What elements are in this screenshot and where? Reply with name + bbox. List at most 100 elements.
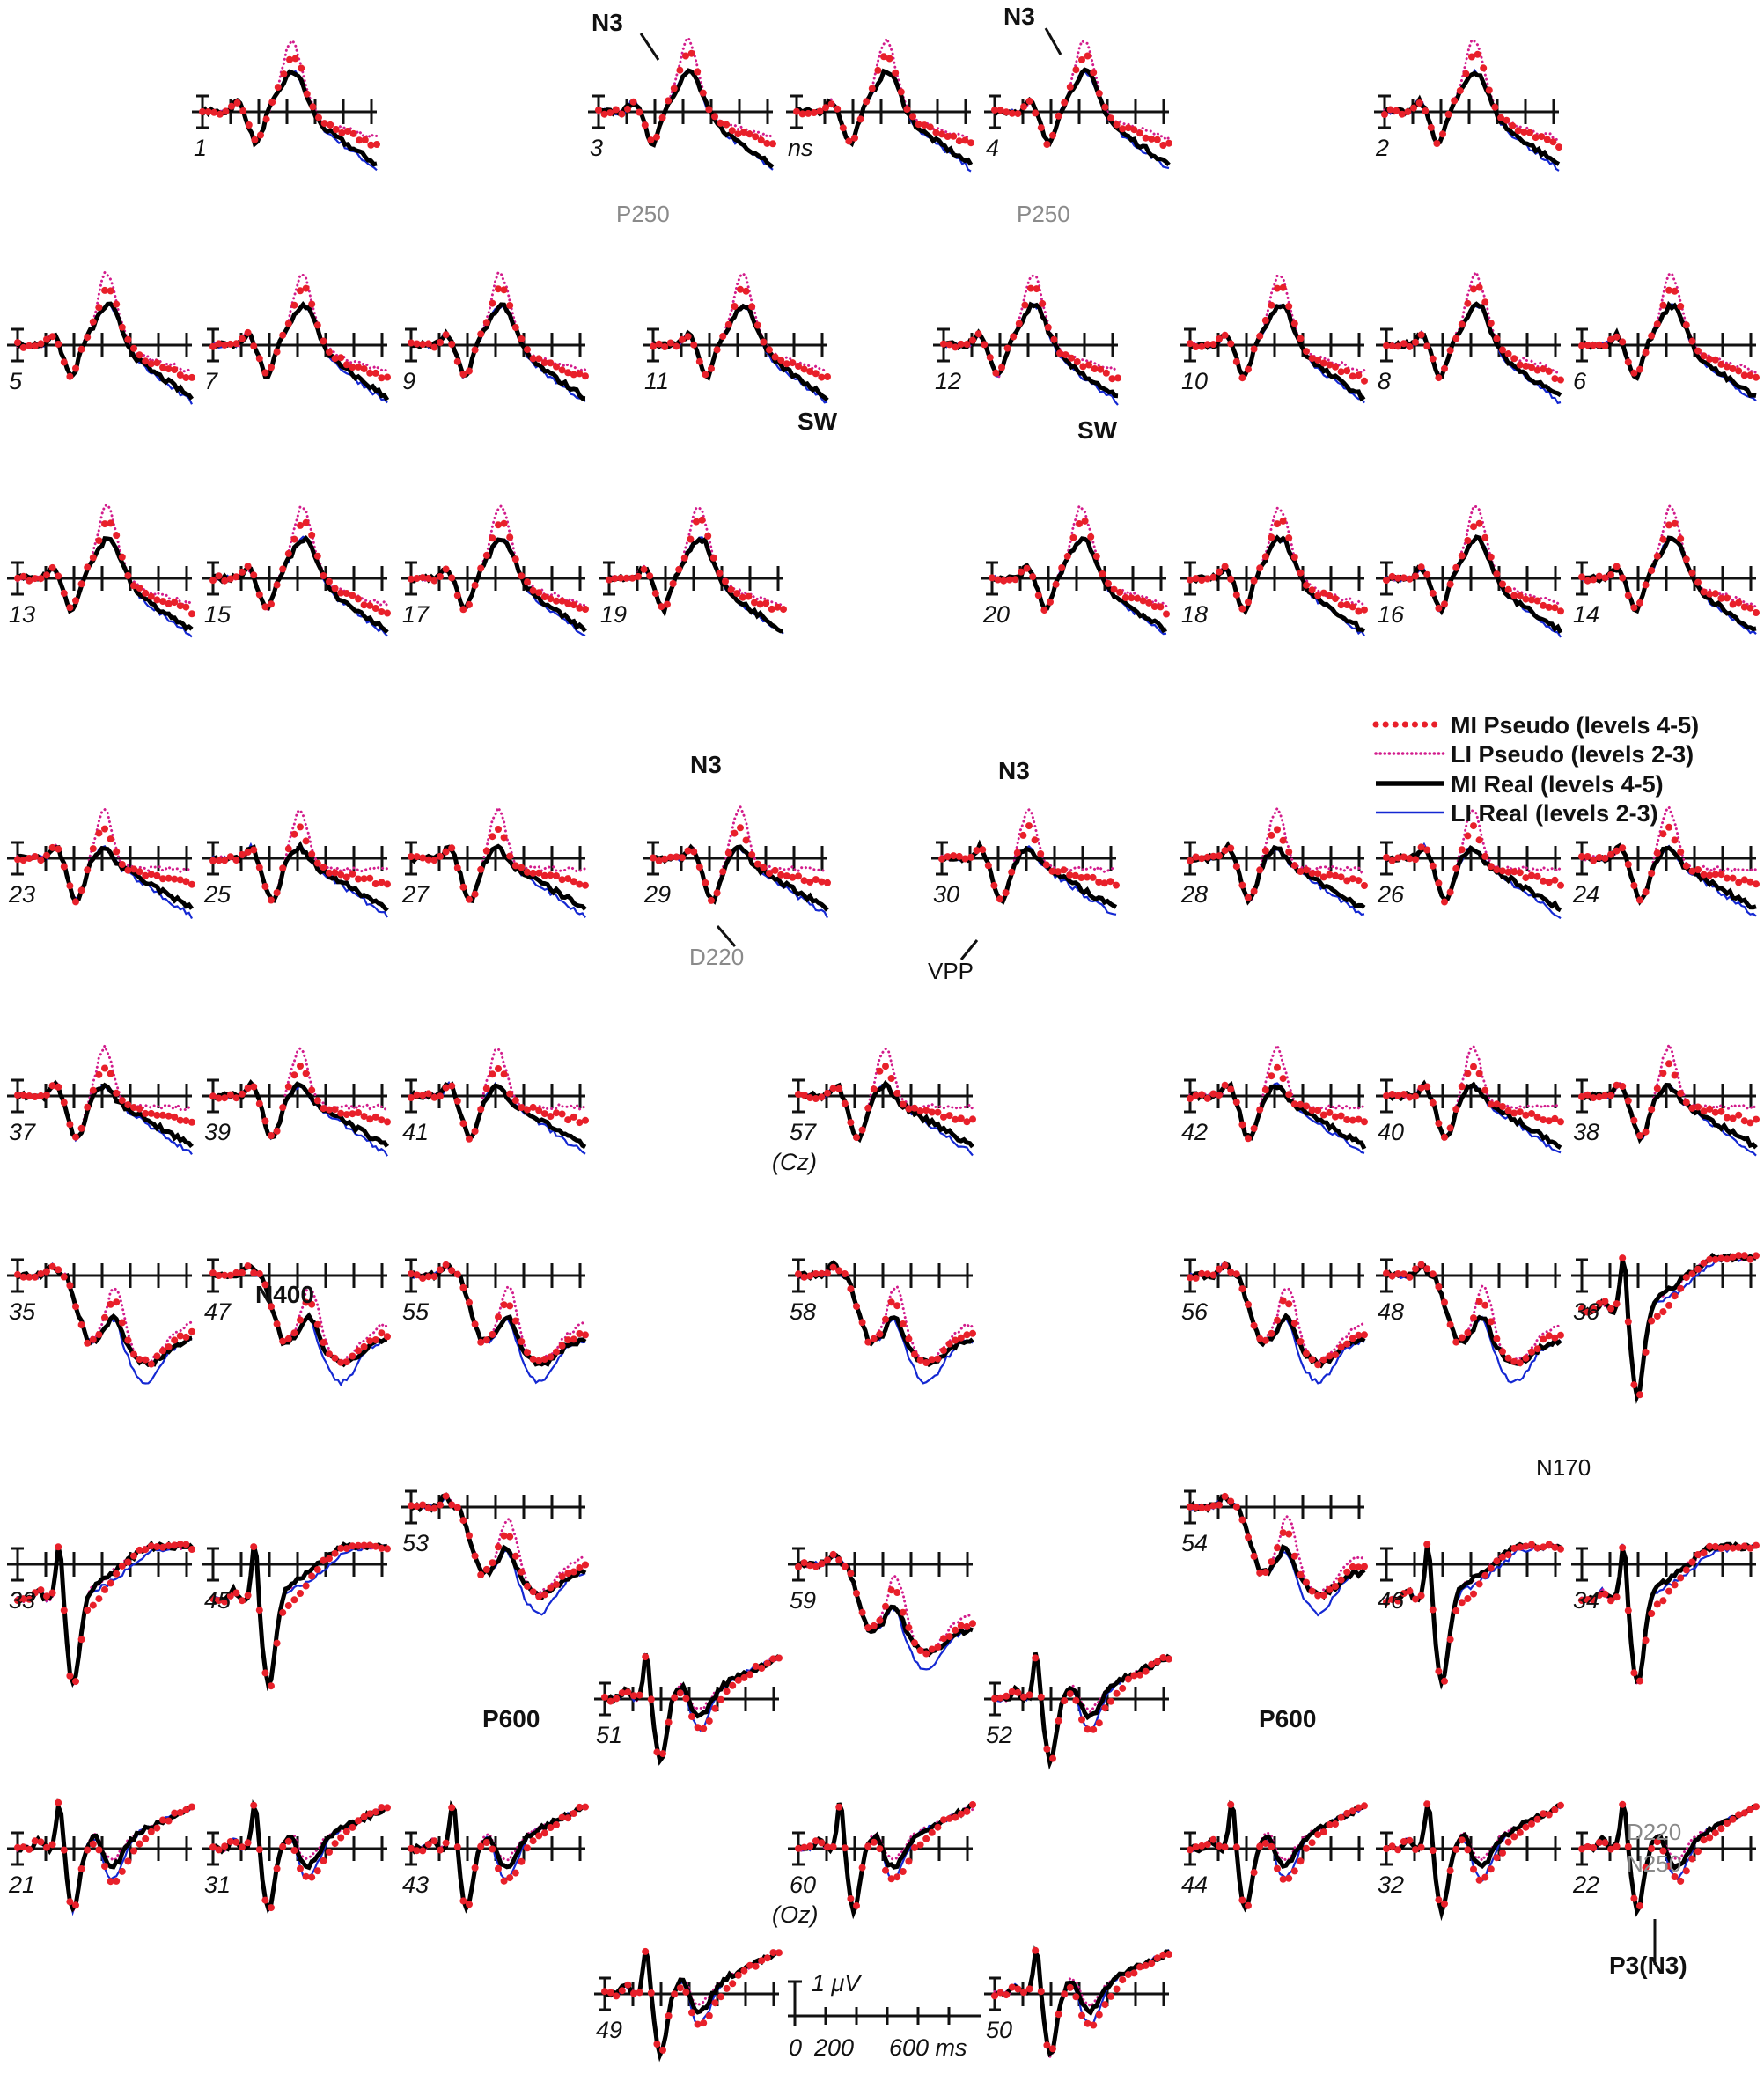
trace-point xyxy=(43,1091,50,1099)
trace-point xyxy=(945,1633,953,1641)
trace-point xyxy=(1540,1335,1547,1343)
electrode-panel-30: 30 xyxy=(931,807,1120,916)
electrode-label: 20 xyxy=(982,601,1010,628)
trace-point xyxy=(967,853,974,861)
trace-point xyxy=(1630,1116,1638,1124)
trace-point xyxy=(500,286,508,294)
trace-point xyxy=(1746,1255,1754,1263)
trace-point xyxy=(1279,836,1287,844)
trace-point xyxy=(1613,1081,1621,1089)
trace-point xyxy=(1557,881,1564,889)
trace-point xyxy=(1636,365,1643,373)
trace-point xyxy=(209,577,217,585)
trace-point xyxy=(1245,1533,1252,1541)
trace-point xyxy=(1551,1334,1559,1342)
trace-point xyxy=(1337,873,1345,881)
trace-point xyxy=(1578,853,1585,860)
trace-point xyxy=(1025,822,1033,830)
trace-point xyxy=(371,1542,379,1550)
trace-point xyxy=(302,1872,310,1880)
trace-point xyxy=(1221,331,1229,339)
trace-point xyxy=(1388,1596,1396,1603)
trace-point xyxy=(320,1105,327,1113)
trace-point xyxy=(1711,1542,1719,1550)
trace-point xyxy=(882,1602,889,1610)
trace-point xyxy=(1441,364,1448,372)
trace-point xyxy=(1003,108,1011,116)
trace-point xyxy=(31,1837,39,1845)
trace-point xyxy=(1198,577,1206,585)
trace-point xyxy=(1682,1099,1690,1107)
trace-point xyxy=(841,1844,849,1852)
trace-point xyxy=(153,871,161,879)
trace-point xyxy=(1238,374,1246,382)
trace-point xyxy=(1349,372,1356,380)
trace-point xyxy=(489,833,496,841)
trace-point xyxy=(1533,1113,1541,1121)
trace-point xyxy=(60,863,68,871)
trace-point xyxy=(582,1116,589,1124)
trace-li-pseudo xyxy=(1385,808,1562,904)
trace-point xyxy=(1607,1092,1614,1099)
trace-point xyxy=(37,340,45,348)
trace-point xyxy=(337,1358,345,1366)
trace-point xyxy=(209,342,217,350)
trace-point xyxy=(215,857,223,864)
trace-point xyxy=(711,113,718,121)
trace-point xyxy=(1682,1566,1690,1574)
trace-point xyxy=(1717,1254,1725,1262)
trace-point xyxy=(419,574,427,582)
trace-point xyxy=(43,335,50,343)
trace-point xyxy=(535,1832,543,1840)
trace-point xyxy=(72,1133,79,1141)
electrode-label: 15 xyxy=(204,601,232,628)
trace-point xyxy=(14,856,21,864)
trace-point xyxy=(1540,365,1547,373)
trace-point xyxy=(1232,357,1240,365)
trace-point xyxy=(60,358,68,366)
trace-point xyxy=(1441,1677,1448,1685)
trace-point xyxy=(1694,1103,1702,1111)
trace-point xyxy=(124,1857,132,1865)
trace-point xyxy=(226,340,234,348)
trace-point xyxy=(459,606,467,614)
trace-mi-pseudo xyxy=(1187,283,1368,385)
trace-point xyxy=(1279,1875,1287,1883)
trace-point xyxy=(1653,1838,1661,1846)
trace-point xyxy=(466,1298,473,1306)
trace-point xyxy=(723,121,731,129)
trace-point xyxy=(371,605,379,612)
trace-mi-pseudo xyxy=(408,1803,589,1908)
trace-point xyxy=(204,108,212,115)
trace-point xyxy=(66,1898,74,1906)
trace-point xyxy=(1717,594,1725,602)
trace-point xyxy=(647,1695,655,1703)
trace-point xyxy=(1261,1336,1269,1344)
trace-point xyxy=(1417,843,1425,851)
trace-mi-pseudo xyxy=(209,518,391,617)
trace-point xyxy=(360,1342,368,1350)
trace-point xyxy=(1595,1093,1603,1101)
trace-point xyxy=(1630,1381,1638,1389)
trace-li-pseudo xyxy=(651,271,829,380)
trace-mi-pseudo xyxy=(209,1063,391,1139)
electrode-panel-3: 3 xyxy=(588,35,776,171)
trace-point xyxy=(342,1828,350,1835)
trace-point xyxy=(297,521,304,529)
trace-point xyxy=(1308,1587,1316,1595)
electrode-panel-55: 55 xyxy=(401,1258,589,1385)
trace-point xyxy=(1089,873,1097,881)
trace-mi-real xyxy=(1385,301,1562,398)
trace-point xyxy=(442,565,450,573)
trace-point xyxy=(1308,870,1316,878)
trace-point xyxy=(1706,590,1714,598)
trace-point xyxy=(1446,888,1454,896)
trace-point xyxy=(171,1113,179,1121)
electrode-label: 22 xyxy=(1572,1872,1599,1898)
trace-point xyxy=(769,1949,777,1957)
trace-point xyxy=(742,287,750,295)
trace-li-pseudo xyxy=(1580,1041,1758,1137)
trace-point xyxy=(1355,877,1363,885)
trace-point xyxy=(613,1695,621,1703)
